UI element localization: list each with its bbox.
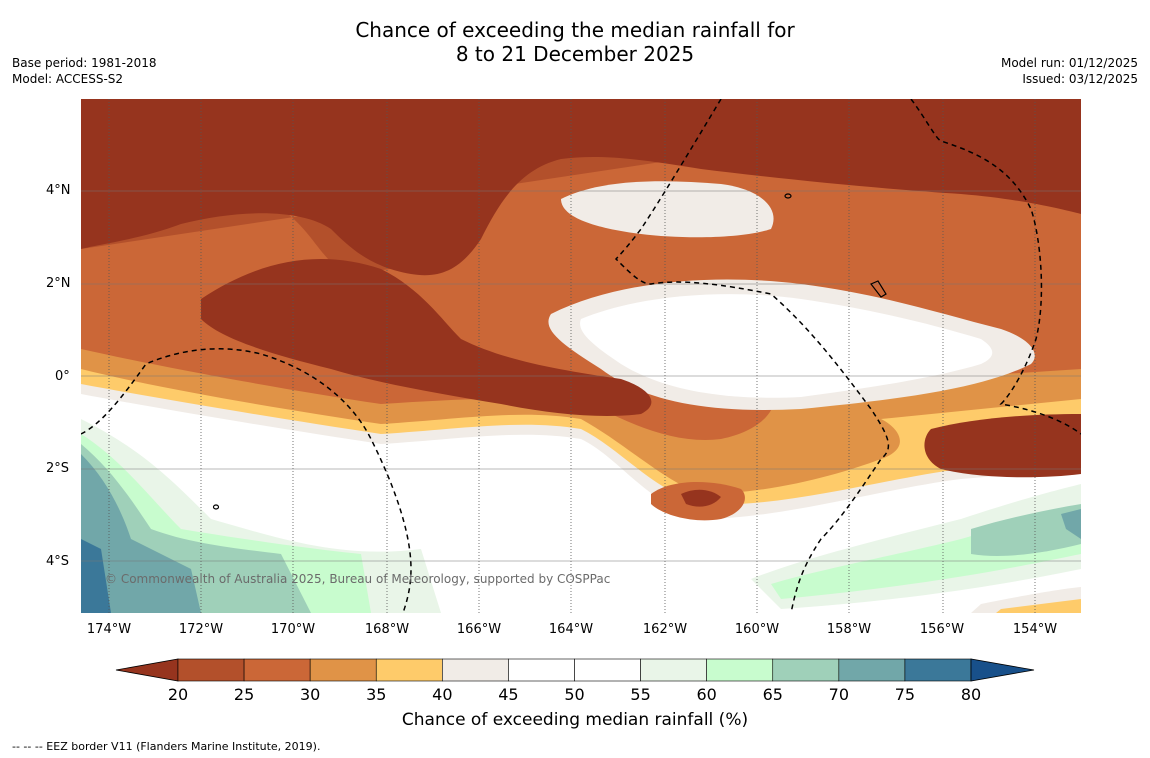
model-name: Model: ACCESS-S2 bbox=[12, 72, 124, 86]
colorbar-tick-label: 40 bbox=[432, 685, 453, 704]
lon-label: 162°W bbox=[642, 622, 688, 637]
lon-label: 174°W bbox=[86, 622, 132, 637]
lon-label: 170°W bbox=[270, 622, 316, 637]
lon-label: 154°W bbox=[1012, 622, 1058, 637]
central-band-45-55 bbox=[580, 294, 993, 398]
colorbar-tick-label: 45 bbox=[498, 685, 519, 704]
title-line-2: 8 to 21 December 2025 bbox=[455, 42, 695, 66]
colorbar-swatch bbox=[508, 658, 575, 682]
colorbar-tick-label: 20 bbox=[167, 685, 189, 704]
band-70-75 bbox=[81, 454, 201, 613]
lon-label: 172°W bbox=[178, 622, 224, 637]
colorbar-swatches bbox=[115, 658, 1035, 682]
colorbar bbox=[115, 658, 1035, 682]
colorbar-tick-label: 75 bbox=[894, 685, 916, 704]
colorbar-swatch bbox=[442, 658, 509, 682]
title-line-1: Chance of exceeding the median rainfall … bbox=[355, 18, 795, 42]
lat-label-0: 0° bbox=[55, 369, 70, 384]
map-svg bbox=[81, 99, 1081, 613]
colorbar-swatch bbox=[640, 658, 707, 682]
band-75-80 bbox=[81, 539, 111, 613]
lat-label-2n: 2°N bbox=[46, 276, 71, 291]
colorbar-label: Chance of exceeding median rainfall (%) bbox=[401, 710, 749, 730]
band-below-20-east bbox=[924, 414, 1081, 478]
band-below-20-central bbox=[201, 259, 652, 416]
colorbar-extend-high bbox=[970, 658, 1035, 682]
lon-label: 156°W bbox=[919, 622, 965, 637]
base-period: Base period: 1981-2018 bbox=[12, 56, 157, 70]
islands bbox=[212, 193, 887, 510]
colorbar-tick-label: 35 bbox=[366, 685, 387, 704]
lon-label: 160°W bbox=[734, 622, 780, 637]
colorbar-swatch bbox=[838, 658, 906, 682]
band-below-20-north bbox=[81, 99, 1081, 276]
lon-label: 158°W bbox=[826, 622, 872, 637]
colorbar-tick-label: 65 bbox=[762, 685, 783, 704]
colorbar-swatch bbox=[772, 658, 840, 682]
colorbar-swatch bbox=[574, 658, 641, 682]
lon-label: 164°W bbox=[548, 622, 594, 637]
colorbar-swatch bbox=[309, 658, 377, 682]
colorbar-swatch bbox=[904, 658, 972, 682]
copyright-notice: © Commonwealth of Australia 2025, Bureau… bbox=[105, 572, 611, 586]
colorbar-tick-label: 25 bbox=[233, 685, 255, 704]
colorbar-swatch bbox=[375, 658, 443, 682]
colorbar-tick-label: 70 bbox=[828, 685, 850, 704]
colorbar-tick-label: 50 bbox=[564, 685, 585, 704]
colorbar-tick-label: 60 bbox=[696, 685, 717, 704]
north-band-40-45 bbox=[561, 181, 774, 238]
colorbar-swatch bbox=[706, 658, 774, 682]
colorbar-extend-low bbox=[115, 658, 179, 682]
eez-borders bbox=[81, 99, 1081, 613]
lon-label: 168°W bbox=[364, 622, 410, 637]
lat-label-4s: 4°S bbox=[46, 554, 70, 569]
eez-footnote: -- -- -- EEZ border V11 (Flanders Marine… bbox=[12, 740, 321, 753]
band-65-70-east bbox=[971, 504, 1081, 556]
lat-label-4n: 4°N bbox=[46, 183, 71, 198]
rainfall-map bbox=[81, 99, 1081, 613]
band-70-75-east bbox=[1061, 509, 1081, 539]
band-35-40-se bbox=[996, 599, 1081, 613]
colorbar-tick-label: 30 bbox=[299, 685, 321, 704]
issued-date: Issued: 03/12/2025 bbox=[1022, 72, 1138, 86]
colorbar-swatch bbox=[177, 658, 245, 682]
lon-label: 166°W bbox=[456, 622, 502, 637]
colorbar-swatch bbox=[243, 658, 311, 682]
run-info: Model run: 01/12/2025 Issued: 03/12/2025 bbox=[1001, 55, 1138, 87]
lat-label-2s: 2°S bbox=[46, 461, 70, 476]
model-info: Base period: 1981-2018 Model: ACCESS-S2 bbox=[12, 55, 157, 87]
model-run: Model run: 01/12/2025 bbox=[1000, 56, 1138, 70]
map-title: Chance of exceeding the median rainfall … bbox=[0, 18, 1150, 66]
south-band-below-20 bbox=[681, 489, 721, 507]
colorbar-tick-label: 55 bbox=[630, 685, 651, 704]
colorbar-tick-label: 80 bbox=[960, 685, 982, 704]
graticule-parallels bbox=[81, 190, 1081, 562]
